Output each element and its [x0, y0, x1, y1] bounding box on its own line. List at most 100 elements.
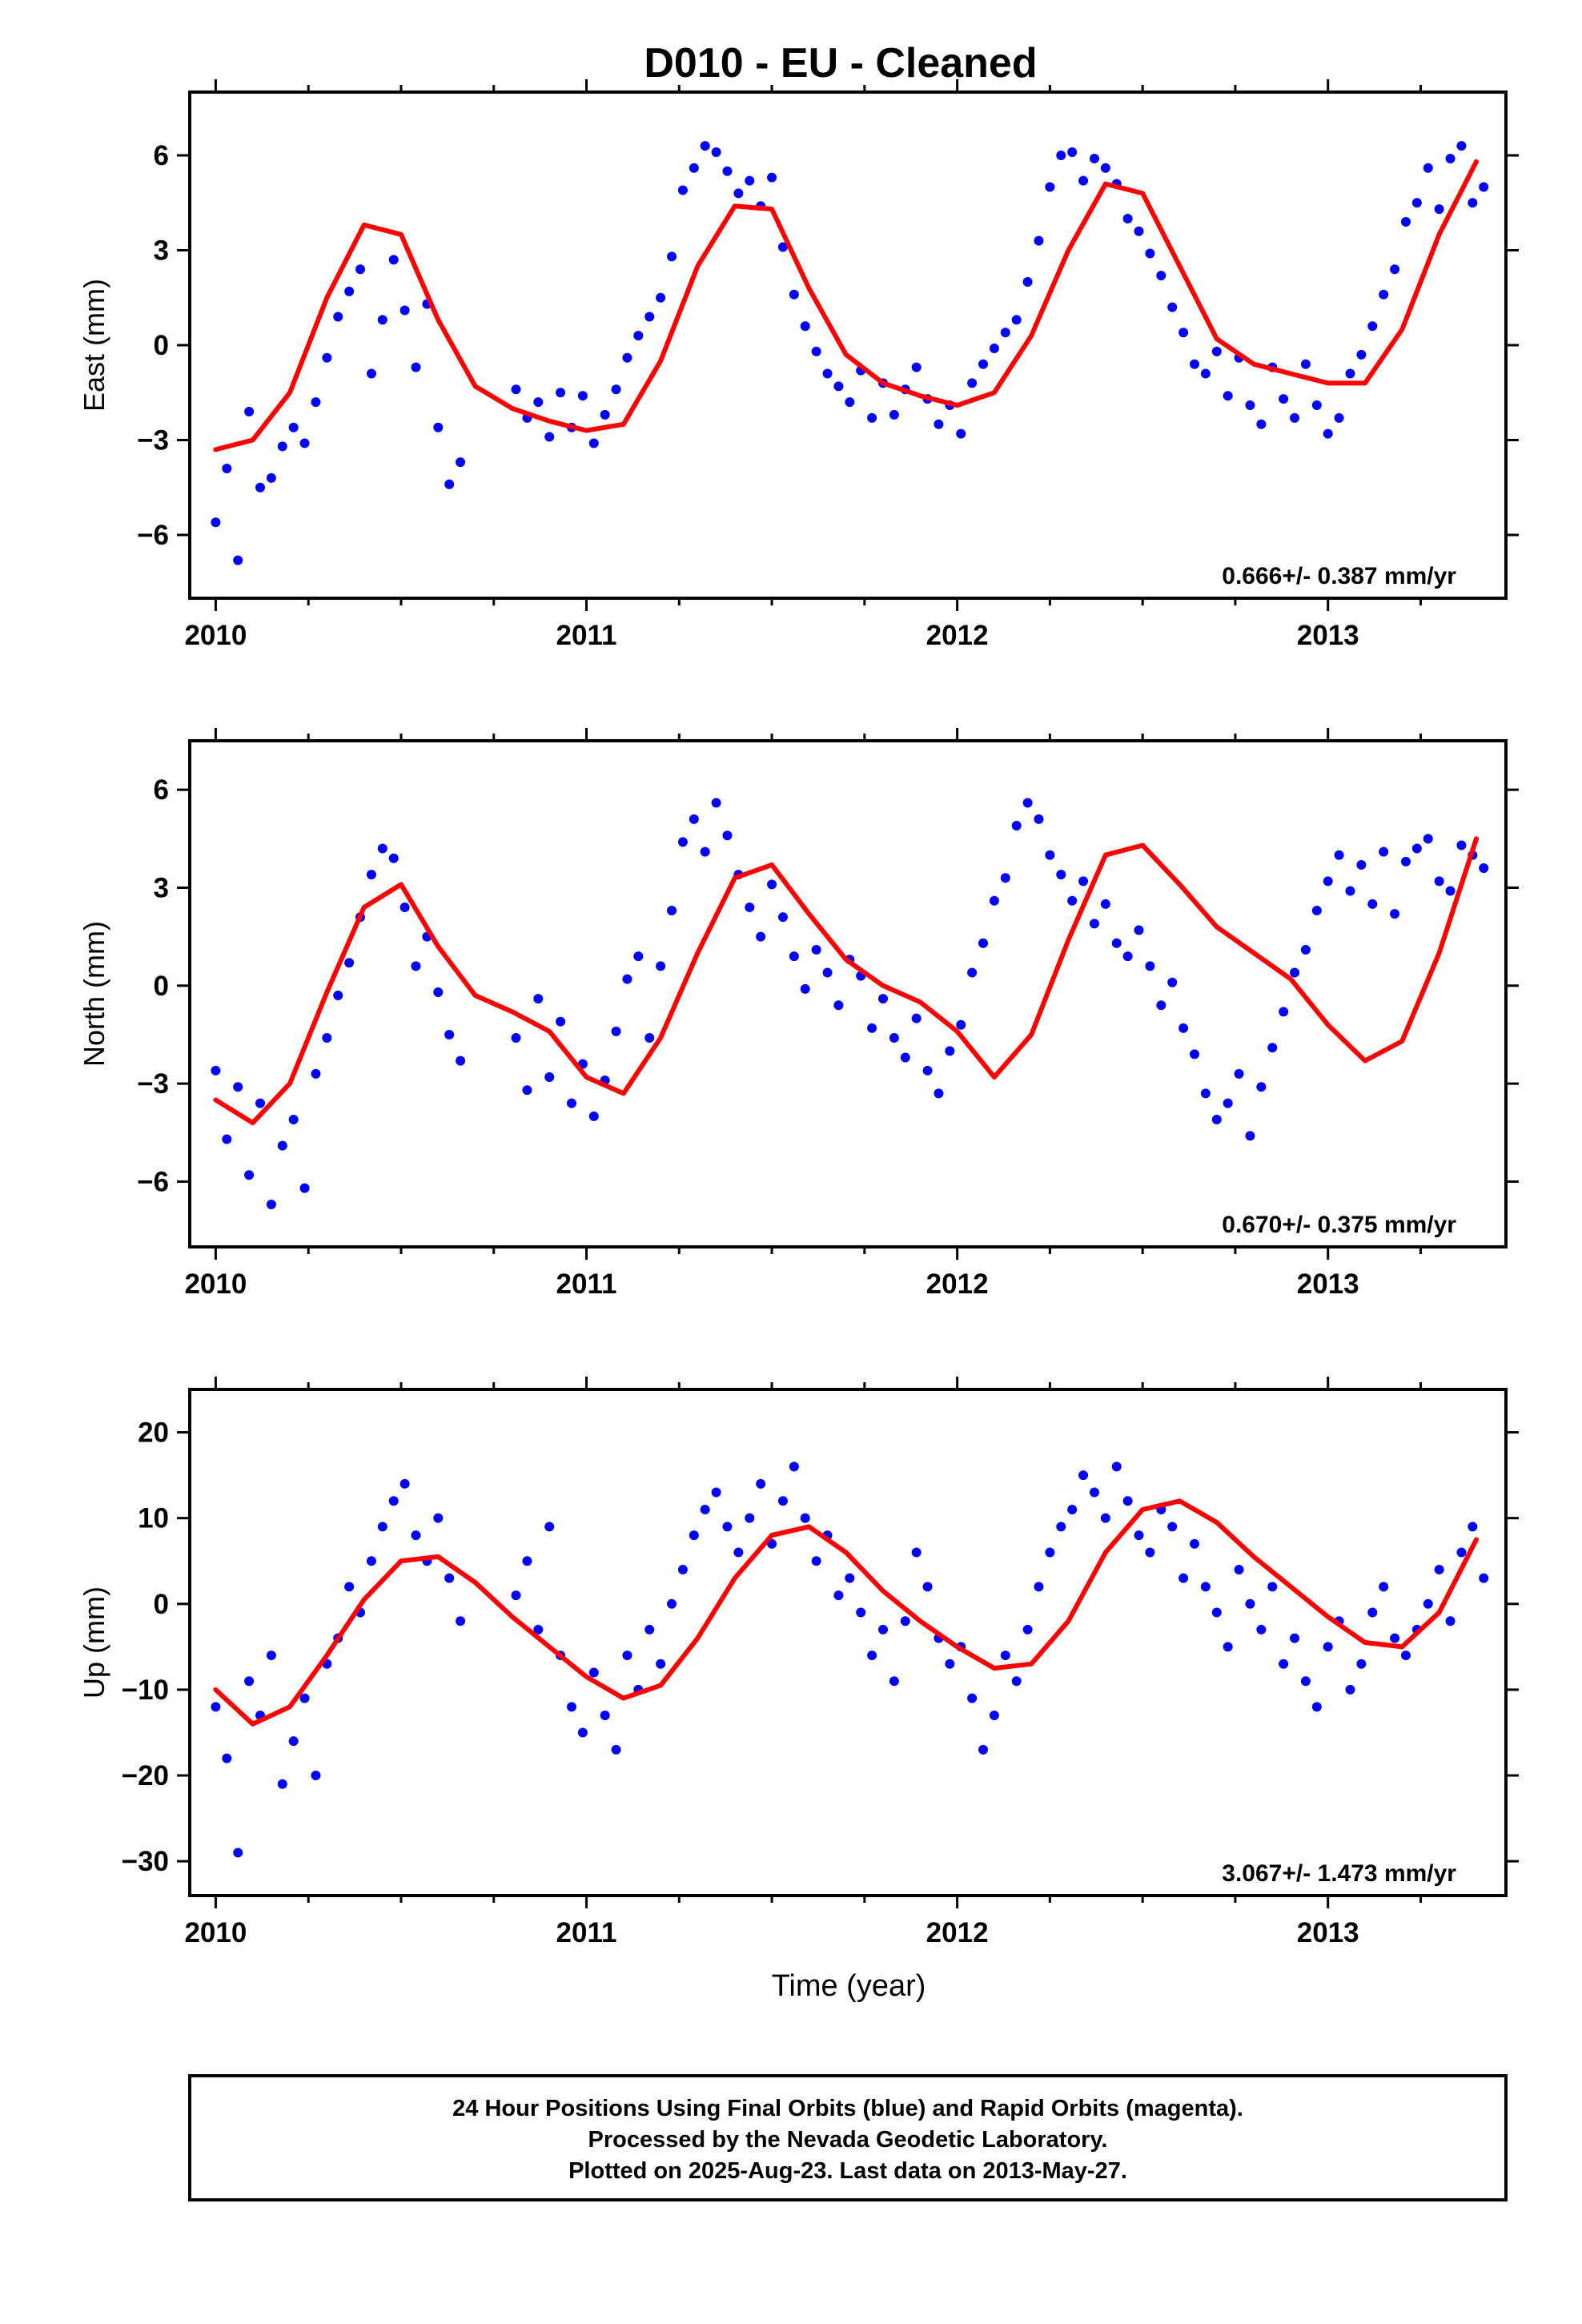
- data-point: [299, 1183, 310, 1193]
- data-point: [1245, 1131, 1255, 1141]
- data-point: [1345, 1684, 1355, 1695]
- data-point: [967, 967, 978, 978]
- data-point: [822, 967, 833, 978]
- east-plot-frame: [188, 90, 1508, 600]
- north-panel: 2010 2011 2012 2013 −6 −3 0 3 6 North (mm) 0.670+/…: [78, 728, 1519, 1300]
- up-y-axis-label: Up (mm): [78, 1586, 110, 1699]
- data-point: [689, 814, 699, 824]
- up-position-points: [211, 1462, 1489, 1858]
- data-point: [856, 1607, 866, 1618]
- data-point: [989, 895, 999, 906]
- data-point: [777, 242, 788, 252]
- data-point: [956, 1019, 966, 1030]
- data-point: [388, 853, 399, 863]
- data-point: [1156, 1000, 1166, 1011]
- data-point: [667, 251, 677, 262]
- x-axis-label: Time (year): [772, 1969, 926, 2003]
- data-point: [411, 1530, 421, 1541]
- up-y-tick-label: −30: [122, 1846, 169, 1877]
- data-point: [1022, 798, 1033, 808]
- data-point: [1067, 147, 1078, 158]
- footer-box: 24 Hour Positions Using Final Orbits (bl…: [188, 2074, 1508, 2201]
- data-point: [1390, 264, 1400, 275]
- data-point: [533, 397, 544, 408]
- data-point: [1211, 1114, 1222, 1124]
- data-point: [588, 1667, 599, 1678]
- data-point: [700, 141, 710, 151]
- data-point: [644, 312, 655, 322]
- data-point: [633, 331, 644, 341]
- data-point: [1468, 1522, 1478, 1532]
- data-point: [1323, 876, 1333, 887]
- data-point: [377, 315, 387, 325]
- north-rate-annotation: 0.670+/- 0.375 mm/yr: [1222, 1212, 1456, 1238]
- data-point: [456, 1616, 466, 1626]
- data-point: [711, 798, 721, 808]
- data-point: [444, 1573, 455, 1583]
- north-plot-frame: [188, 739, 1508, 1248]
- data-point: [600, 409, 610, 420]
- data-point: [233, 555, 243, 565]
- data-point: [544, 1072, 555, 1082]
- data-point: [266, 472, 276, 483]
- data-point: [444, 1029, 455, 1039]
- data-point: [322, 1033, 332, 1043]
- north-position-points: [211, 798, 1489, 1209]
- data-point: [1189, 1538, 1199, 1549]
- data-point: [1367, 321, 1378, 332]
- data-point: [1167, 302, 1178, 312]
- data-point: [1479, 182, 1489, 192]
- data-point: [456, 1055, 466, 1066]
- footer-line-2: Processed by the Nevada Geodetic Laborat…: [588, 2127, 1108, 2153]
- data-point: [1200, 368, 1211, 379]
- data-point: [1167, 977, 1178, 987]
- data-point: [1100, 163, 1110, 173]
- up-x-tick-label: 2012: [926, 1917, 989, 1948]
- north-model-curve: [213, 836, 1479, 1126]
- data-point: [400, 902, 410, 912]
- footer-line-1: 24 Hour Positions Using Final Orbits (bl…: [452, 2096, 1243, 2121]
- data-point: [511, 1033, 521, 1043]
- data-point: [288, 1114, 299, 1124]
- data-point: [700, 846, 710, 857]
- east-y-tick-label: −3: [137, 425, 169, 456]
- data-point: [711, 147, 721, 158]
- data-point: [811, 346, 821, 356]
- data-point: [1311, 400, 1322, 411]
- data-point: [1423, 834, 1433, 844]
- data-point: [622, 1651, 632, 1661]
- data-point: [1034, 814, 1044, 824]
- data-point: [1345, 886, 1355, 896]
- data-point: [299, 1693, 310, 1703]
- data-point: [689, 163, 699, 173]
- data-point: [1456, 141, 1467, 151]
- data-point: [867, 412, 877, 423]
- data-point: [1056, 870, 1066, 880]
- data-point: [978, 359, 989, 369]
- data-point: [344, 1582, 355, 1592]
- data-point: [288, 1736, 299, 1747]
- data-point: [1145, 248, 1155, 259]
- data-point: [833, 381, 844, 392]
- data-point: [911, 1547, 921, 1558]
- data-point: [889, 409, 899, 420]
- up-y-tick-label: 10: [138, 1503, 169, 1534]
- data-point: [611, 384, 621, 395]
- data-point: [1145, 961, 1155, 971]
- data-point: [400, 1478, 410, 1489]
- up-y-tick-label: 20: [138, 1417, 169, 1449]
- data-point: [566, 1702, 576, 1712]
- data-point: [255, 482, 265, 493]
- data-point: [611, 1744, 621, 1755]
- data-point: [922, 1582, 933, 1592]
- data-point: [1423, 1598, 1433, 1609]
- data-point: [266, 1651, 276, 1661]
- data-point: [577, 391, 588, 401]
- data-point: [1468, 198, 1478, 208]
- data-point: [967, 378, 978, 388]
- data-point: [767, 879, 777, 890]
- up-x-tick-label: 2013: [1297, 1917, 1359, 1948]
- north-x-tick-label: 2011: [556, 1269, 617, 1300]
- data-point: [344, 958, 355, 968]
